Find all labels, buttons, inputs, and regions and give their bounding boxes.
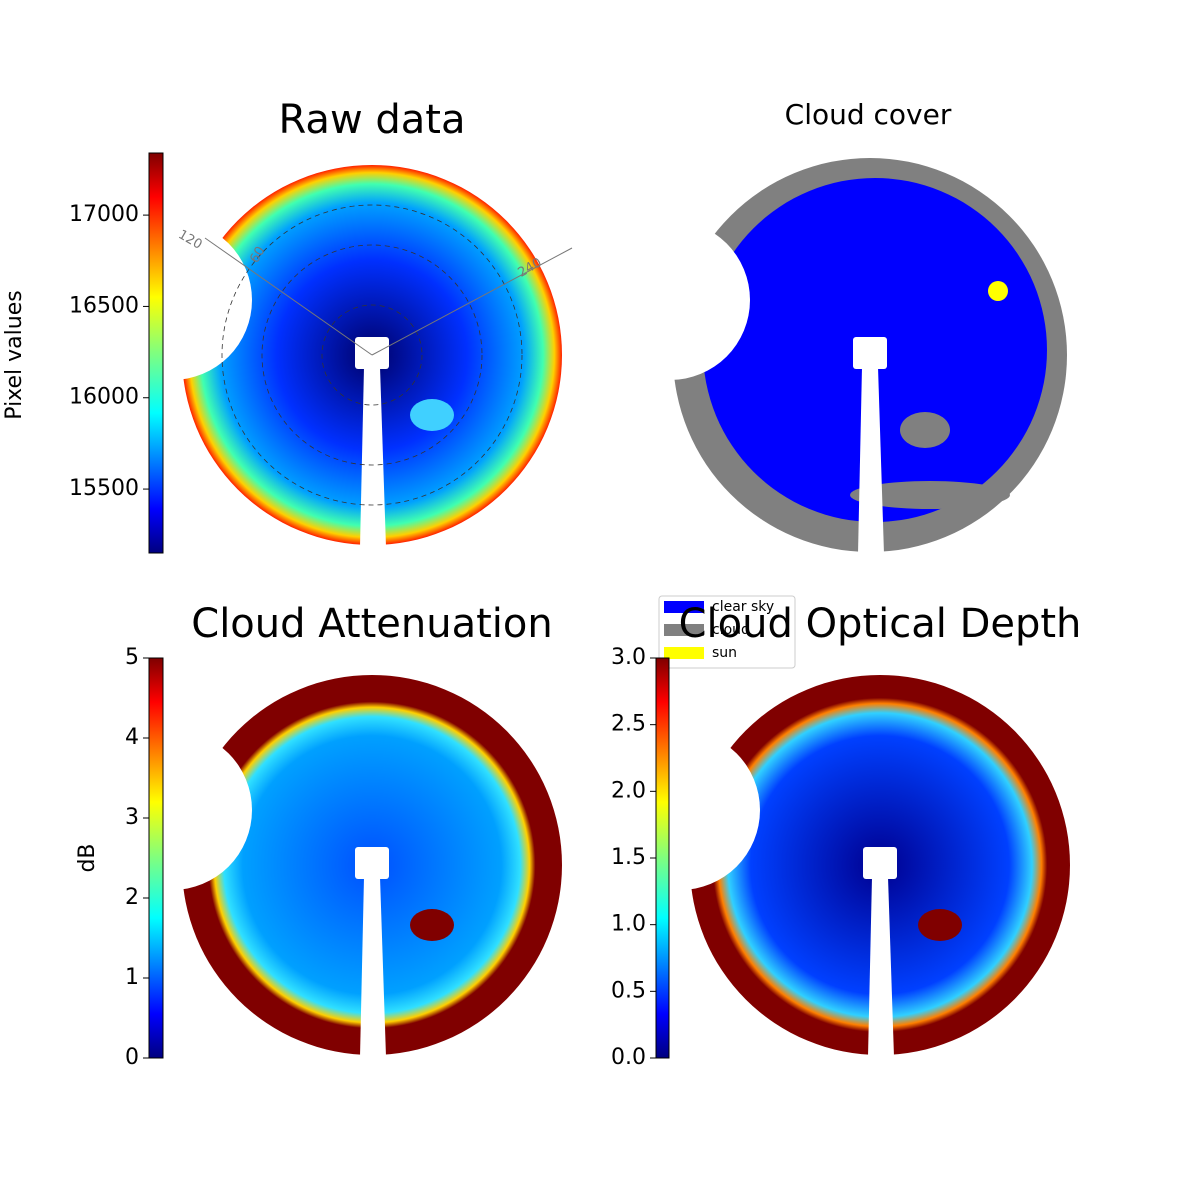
colorbar bbox=[148, 152, 164, 554]
mast-top bbox=[863, 847, 897, 879]
polar-angle-label: 60 bbox=[247, 244, 268, 266]
legend-swatch bbox=[664, 601, 704, 613]
colorbar-tick-label: 2.5 bbox=[611, 712, 646, 737]
polar-grid-spoke bbox=[371, 247, 573, 356]
legend-label: cloud bbox=[712, 622, 750, 638]
horizon-cut bbox=[590, 220, 750, 380]
colorbar-tick-label: 0.0 bbox=[611, 1045, 646, 1070]
polar-grid-circle bbox=[321, 304, 423, 406]
mast bbox=[868, 877, 894, 1057]
colorbar-tick-label: 1 bbox=[125, 965, 139, 990]
sun-spot bbox=[988, 281, 1008, 301]
cloud-patch bbox=[918, 909, 962, 941]
polar-grid-circle bbox=[261, 244, 483, 466]
polar-grid-circle bbox=[221, 204, 523, 506]
colorbar bbox=[148, 657, 164, 1059]
colorbar bbox=[655, 657, 670, 1059]
panel-title: Cloud cover bbox=[785, 98, 952, 131]
colorbar-tick-label: 15500 bbox=[69, 476, 139, 501]
polar-grid-spoke bbox=[204, 237, 373, 356]
colorbar-tick-label: 3 bbox=[125, 805, 139, 830]
colorbar-label: Pixel values bbox=[2, 290, 27, 419]
panel-title: Raw data bbox=[279, 97, 466, 143]
horizon-cut bbox=[92, 730, 252, 890]
mast-top bbox=[355, 337, 389, 369]
cloud-patch bbox=[410, 399, 454, 431]
colorbar-tick-label: 1.0 bbox=[611, 912, 646, 937]
mast-top bbox=[355, 847, 389, 879]
colorbar-tick-label: 0.5 bbox=[611, 978, 646, 1003]
legend-swatch bbox=[664, 624, 704, 636]
mast bbox=[360, 367, 386, 547]
colorbar-tick-label: 2.0 bbox=[611, 778, 646, 803]
horizon-cut bbox=[92, 220, 252, 380]
mast bbox=[360, 877, 386, 1057]
legend-label: clear sky bbox=[712, 599, 774, 615]
legend: clear sky cloud sun bbox=[658, 595, 796, 669]
horizon-cut bbox=[600, 730, 760, 890]
cloud-patch bbox=[850, 481, 1010, 509]
colorbar-tick-label: 16500 bbox=[69, 293, 139, 318]
colorbar-tick-label: 4 bbox=[125, 725, 139, 750]
colorbar-tick-label: 17000 bbox=[69, 202, 139, 227]
mast bbox=[858, 367, 884, 554]
colorbar-tick-label: 2 bbox=[125, 885, 139, 910]
panel-title: Cloud Optical Depth bbox=[679, 601, 1082, 647]
cloud-patch bbox=[900, 412, 950, 448]
panel-title: Cloud Attenuation bbox=[191, 601, 552, 647]
colorbar-tick-label: 3.0 bbox=[611, 645, 646, 670]
sky-image bbox=[92, 675, 562, 1057]
colorbar-tick-label: 16000 bbox=[69, 385, 139, 410]
sky-image bbox=[590, 158, 1067, 554]
colorbar-label: dB bbox=[75, 843, 100, 872]
colorbar-tick-label: 5 bbox=[125, 645, 139, 670]
sky-image bbox=[600, 675, 1070, 1057]
mast-top bbox=[853, 337, 887, 369]
legend-label: sun bbox=[712, 645, 737, 661]
legend-swatch bbox=[664, 647, 704, 659]
colorbar-tick-label: 1.5 bbox=[611, 845, 646, 870]
cloud-patch bbox=[410, 909, 454, 941]
colorbar-tick-label: 0 bbox=[125, 1045, 139, 1070]
